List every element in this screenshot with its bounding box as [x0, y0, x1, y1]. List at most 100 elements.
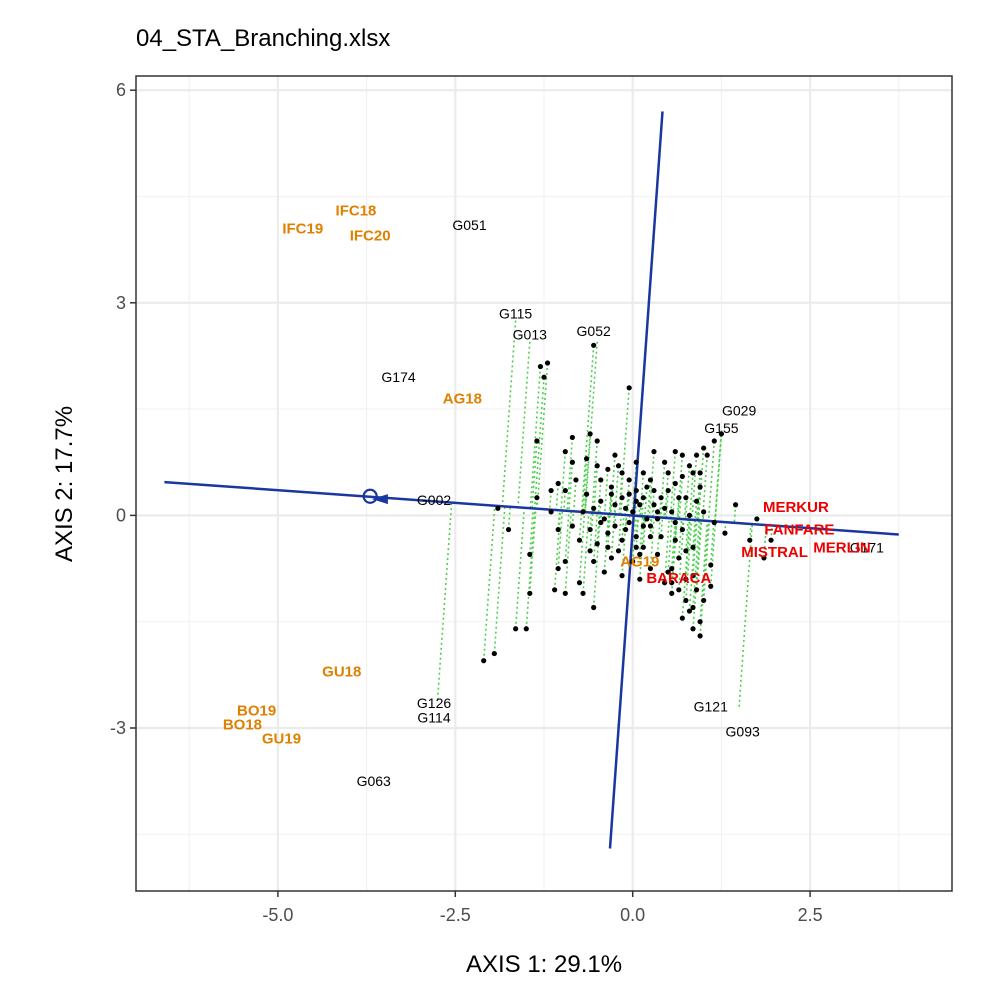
genotype-point [552, 587, 558, 593]
genotype-point [576, 537, 583, 543]
genotype-point [505, 526, 512, 533]
genotype-point [637, 551, 643, 557]
genotype-label: G093 [726, 724, 760, 740]
genotype-point [686, 463, 693, 469]
environment-label: MERLIN [813, 539, 871, 556]
genotype-point [619, 537, 625, 543]
genotype-point [555, 565, 561, 572]
genotype-point [754, 516, 760, 522]
mean-environment-marker [362, 488, 378, 504]
projection-line [696, 486, 701, 521]
genotype-label: G171 [850, 539, 884, 555]
genotype-point [569, 459, 575, 465]
projection-line [671, 483, 677, 519]
genotype-point [623, 505, 629, 511]
genotype-point [555, 526, 561, 533]
projection-line [639, 472, 645, 517]
genotype-point [605, 544, 611, 550]
genotype-point [587, 431, 593, 437]
genotype-point [647, 477, 654, 483]
genotype-point [608, 491, 615, 497]
projection-line [501, 320, 517, 507]
projection-line [678, 518, 683, 558]
genotype-point [669, 590, 675, 596]
genotype-point [527, 551, 533, 557]
projection-line [568, 462, 574, 512]
projection-line [738, 524, 754, 707]
genotype-point [697, 619, 703, 625]
genotype-point [534, 495, 540, 501]
genotype-point [651, 502, 657, 508]
genotype-point [605, 466, 611, 472]
genotype-point [640, 544, 646, 550]
genotype-point [701, 445, 707, 451]
projection-line [733, 504, 737, 523]
genotype-point [669, 509, 675, 515]
genotype-point [644, 484, 650, 490]
environment-label: BARACA [646, 570, 711, 587]
genotype-point [615, 463, 622, 469]
environment-label: IFC18 [336, 203, 377, 220]
projection-line [625, 479, 630, 516]
projection-line [688, 519, 697, 612]
genotype-point [662, 459, 668, 465]
x-tick-label: -5.0 [262, 905, 293, 925]
genotype-point [647, 565, 654, 572]
genotype-point [626, 385, 632, 391]
genotype-point [690, 604, 696, 611]
genotype-point [576, 580, 583, 586]
projection-line [572, 479, 577, 512]
genotype-point [633, 459, 639, 465]
projection-line [667, 518, 673, 573]
projection-line [658, 497, 662, 518]
projection-line [656, 517, 661, 555]
projection-line [566, 437, 574, 511]
genotype-point [612, 502, 618, 508]
genotype-point [583, 456, 590, 462]
genotype-point [672, 480, 678, 487]
projection-line [699, 520, 709, 622]
genotype-point [640, 470, 646, 476]
genotype-point [683, 597, 689, 604]
environment-label: IFC19 [282, 220, 323, 237]
projection-line [564, 510, 570, 562]
genotype-point [548, 509, 554, 515]
projection-line [597, 479, 602, 514]
projection-line [584, 494, 588, 513]
genotype-point [626, 491, 632, 497]
genotype-label: G155 [704, 420, 738, 436]
projection-line [610, 514, 616, 558]
genotype-point [644, 516, 650, 522]
genotype-point [640, 523, 646, 529]
genotype-label: G029 [722, 403, 756, 419]
projection-line [669, 451, 677, 519]
genotype-points [481, 342, 774, 664]
genotype-point [669, 565, 675, 572]
projection-line [635, 515, 640, 548]
projection-line [695, 520, 703, 590]
projection-line [525, 508, 536, 629]
genotype-point [690, 470, 696, 476]
projection-line [676, 497, 680, 519]
projection-lines [436, 320, 773, 707]
projection-line [699, 520, 710, 636]
genotype-point [580, 509, 586, 515]
projection-line [581, 458, 588, 513]
projection-line [592, 513, 602, 608]
genotype-point [619, 470, 625, 476]
projection-line [647, 479, 652, 517]
genotype-point [626, 519, 632, 526]
genotype-point [637, 502, 643, 508]
genotype-point [665, 487, 671, 494]
genotype-point [591, 342, 597, 348]
genotype-label: G114 [417, 709, 450, 725]
genotype-label: G002 [417, 492, 451, 508]
projection-line [681, 519, 691, 619]
projection-line [563, 490, 567, 511]
projection-line [660, 517, 664, 537]
genotype-point [562, 487, 568, 494]
projection-line [514, 507, 526, 629]
genotype-point [658, 534, 664, 540]
environment-label: GU19 [262, 731, 301, 748]
genotype-point [633, 544, 639, 550]
